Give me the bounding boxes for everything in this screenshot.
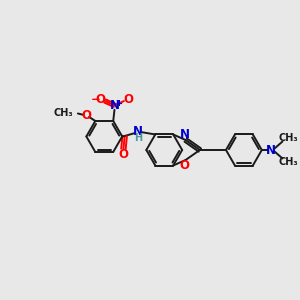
Text: N: N — [179, 128, 189, 141]
Text: N: N — [266, 143, 276, 157]
Text: O: O — [118, 148, 128, 161]
Text: O: O — [95, 93, 106, 106]
Text: O: O — [82, 109, 92, 122]
Text: O: O — [123, 93, 134, 106]
Text: O: O — [179, 159, 189, 172]
Text: CH₃: CH₃ — [279, 133, 298, 143]
Text: CH₃: CH₃ — [53, 108, 73, 118]
Text: N: N — [134, 125, 143, 138]
Text: −: − — [91, 93, 101, 106]
Text: CH₃: CH₃ — [279, 157, 298, 167]
Text: +: + — [116, 99, 122, 108]
Text: H: H — [134, 134, 142, 143]
Text: N: N — [110, 99, 119, 112]
